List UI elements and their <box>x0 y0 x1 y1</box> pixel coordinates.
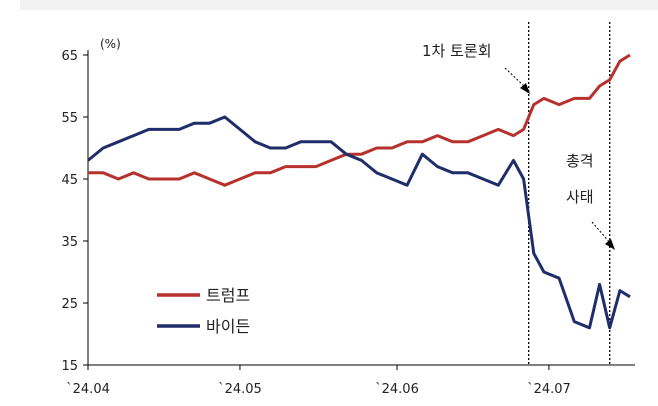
legend-label-trump: 트럼프 <box>206 286 250 305</box>
legend-label-biden: 바이든 <box>206 317 250 336</box>
x-tick-label: `24.06 <box>375 382 419 397</box>
top-band <box>20 0 658 10</box>
x-tick-label: `24.07 <box>527 382 571 397</box>
series-line-biden <box>87 115 631 330</box>
y-tick-label: 25 <box>61 297 78 312</box>
annotation-shooting-line2: 사태 <box>566 188 594 206</box>
x-ticks: `24.04 `24.05 `24.06 `24.07 <box>66 365 571 397</box>
annotation-debate-arrow <box>504 67 527 89</box>
x-tick-label: `24.05 <box>218 382 262 397</box>
y-ticks: 65 55 45 35 25 15 <box>61 49 88 374</box>
series-line-trump <box>88 53 631 187</box>
annotation-shooting-arrowhead <box>605 239 615 250</box>
annotation-debate: 1차 토론회 <box>422 42 492 60</box>
y-tick-label: 35 <box>61 235 78 250</box>
unit-label: (%) <box>100 37 121 51</box>
y-tick-label: 55 <box>61 111 78 126</box>
annotation-shooting-arrow <box>591 221 612 245</box>
annotation-shooting-line1: 총격 <box>566 152 594 170</box>
y-tick-label: 65 <box>61 49 78 64</box>
y-tick-label: 15 <box>61 359 78 374</box>
annotation-debate-arrowhead <box>520 83 530 94</box>
x-tick-label: `24.04 <box>66 382 110 397</box>
y-tick-label: 45 <box>61 173 78 188</box>
